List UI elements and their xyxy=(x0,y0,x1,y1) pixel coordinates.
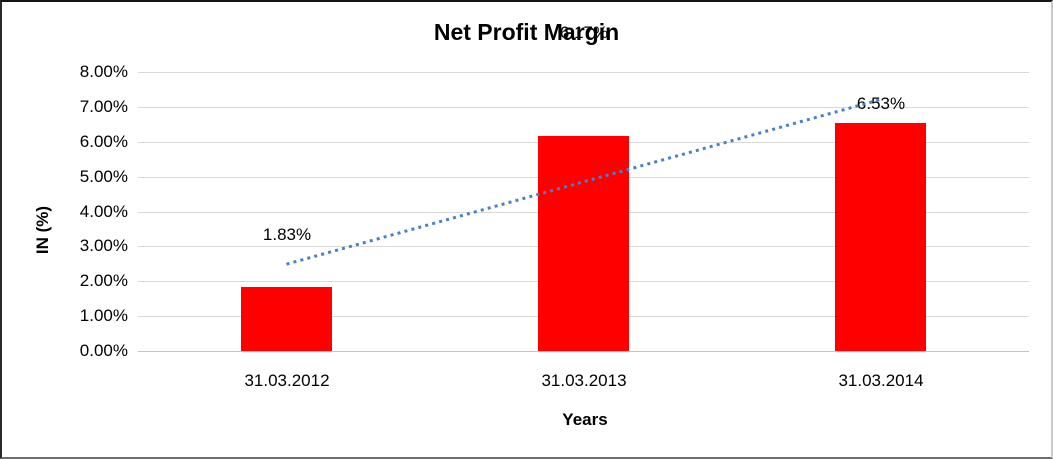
y-tick-label: 7.00% xyxy=(79,97,128,116)
y-tick-label: 0.00% xyxy=(79,341,128,360)
y-tick-label: 8.00% xyxy=(79,62,128,81)
y-tick-label: 5.00% xyxy=(79,167,128,186)
y-gridline xyxy=(138,72,1029,73)
bar-31.03.2012[interactable] xyxy=(241,287,332,351)
x-tick-label: 31.03.2013 xyxy=(541,371,627,390)
x-axis-title: Years xyxy=(562,410,608,429)
data-label: 6.17% xyxy=(559,23,609,42)
y-axis-title: IN (%) xyxy=(33,205,52,255)
y-tick-label: 4.00% xyxy=(79,202,128,221)
data-label: 1.83% xyxy=(262,225,312,244)
data-label: 6.53% xyxy=(856,94,906,113)
bar-31.03.2014[interactable] xyxy=(835,123,926,351)
y-tick-label: 2.00% xyxy=(79,271,128,290)
x-axis-line xyxy=(138,351,1029,352)
x-tick-label: 31.03.2012 xyxy=(244,371,330,390)
y-tick-label: 1.00% xyxy=(79,306,128,325)
y-tick-label: 3.00% xyxy=(79,236,128,255)
y-tick-label: 6.00% xyxy=(79,132,128,151)
x-tick-label: 31.03.2014 xyxy=(838,371,924,390)
bar-31.03.2013[interactable] xyxy=(538,136,629,351)
chart-title: Net Profit Margin xyxy=(433,19,620,45)
